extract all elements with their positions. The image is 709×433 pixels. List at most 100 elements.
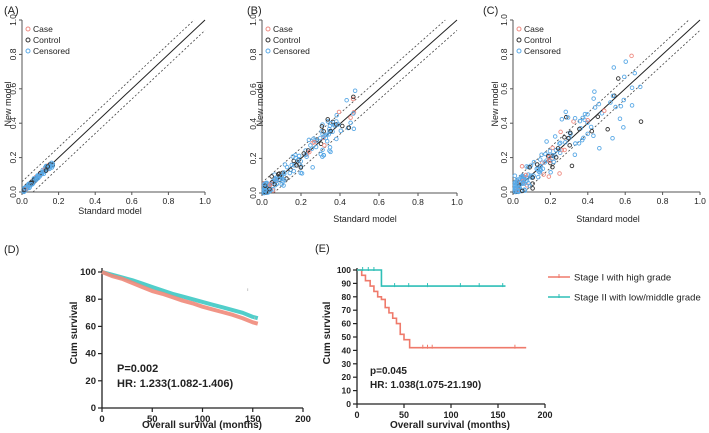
control-point — [321, 129, 326, 134]
cens-point — [526, 180, 531, 186]
cens-point — [319, 128, 324, 134]
x-tick-label: 0.8 — [657, 196, 669, 206]
y-tick-label: 0 — [346, 399, 351, 409]
legend-label: Censored — [524, 46, 561, 56]
panel-c-label: (C) — [483, 5, 498, 17]
legend-marker — [265, 26, 271, 32]
control-point — [550, 164, 555, 170]
y-tick-label: 70 — [342, 305, 352, 315]
control-point — [589, 128, 595, 134]
x-tick-label: 50 — [399, 410, 409, 420]
control-point — [340, 123, 345, 129]
cens-point — [272, 177, 278, 182]
panel-e-plot: 0 50 100 150 200 0 10 20 30 40 50 60 70 80 90 100 — [337, 265, 553, 420]
y-tick-label: 40 — [85, 349, 96, 360]
y-tick-label: 80 — [85, 294, 96, 305]
case-point — [558, 129, 563, 135]
cens-point — [292, 163, 297, 168]
cens-point — [328, 149, 333, 155]
x-tick-label: 200 — [295, 414, 311, 425]
y-tick-label: 1.0 — [8, 14, 18, 26]
cens-point — [599, 111, 605, 116]
cens-point — [558, 140, 563, 146]
cens-point — [338, 128, 344, 134]
x-tick-label: 0.4 — [582, 196, 594, 206]
cens-point — [344, 97, 349, 103]
control-point — [269, 174, 274, 179]
y-tick-label: 0.0 — [248, 187, 258, 199]
panel-e-ylabel: Cum survival — [322, 301, 333, 364]
panel-d-pvalue: P=0.002 — [117, 363, 158, 375]
cens-point — [324, 139, 330, 144]
panel-b-ylabel: New model — [255, 81, 265, 126]
cens-point — [592, 105, 598, 110]
cens-point — [585, 120, 590, 125]
y-tick-label: 100 — [337, 265, 351, 275]
case-point — [541, 172, 546, 177]
cens-point — [284, 164, 290, 170]
control-point — [534, 162, 540, 167]
panel-a-ylabel: New model — [3, 81, 13, 126]
cens-point — [557, 141, 562, 146]
control-point — [638, 119, 644, 124]
legend-marker — [265, 48, 271, 54]
cens-point — [36, 173, 41, 179]
x-tick-label: 0.8 — [412, 197, 424, 207]
panel-d-hr: HR: 1.233(1.082-1.406) — [117, 378, 234, 390]
legend-label: Control — [524, 35, 552, 45]
x-tick-label: 50 — [147, 414, 158, 425]
cens-point — [27, 182, 32, 187]
cens-point — [613, 104, 618, 110]
cens-point — [296, 153, 302, 159]
panel-c-ylabel: New model — [490, 81, 500, 126]
control-point — [569, 163, 575, 169]
case-point — [350, 96, 356, 102]
case-point — [550, 145, 555, 151]
x-tick-label: 0 — [99, 414, 104, 425]
group-teal-curve — [101, 270, 259, 321]
cens-point — [585, 112, 590, 117]
cens-point — [623, 59, 629, 64]
control-point — [568, 130, 573, 136]
case-point — [546, 154, 552, 160]
control-point — [301, 151, 307, 156]
case-point — [519, 164, 525, 169]
cens-point — [281, 183, 286, 188]
x-tick-label: 150 — [245, 414, 261, 425]
control-point — [351, 94, 356, 100]
cens-point — [327, 148, 332, 153]
x-tick-label: 0.2 — [53, 196, 65, 206]
cens-point — [313, 144, 319, 150]
cens-point — [289, 162, 295, 168]
panel-c-xlabel: Standard model — [576, 214, 640, 224]
cens-point — [537, 157, 543, 162]
y-tick-label: 60 — [342, 319, 352, 329]
control-point — [546, 154, 551, 159]
legend-marker — [25, 48, 31, 54]
panel-e-xlabel: Overall survival (months) — [390, 420, 510, 431]
y-tick-label: 20 — [342, 372, 352, 382]
lower-band-line — [273, 30, 458, 194]
cens-point — [559, 116, 565, 122]
cens-point — [572, 152, 578, 157]
cens-point — [608, 100, 613, 105]
control-point — [577, 126, 582, 132]
panel-e-pvalue: p=0.045 — [370, 366, 407, 377]
survival-curve — [357, 269, 527, 349]
case-point — [523, 172, 529, 178]
control-point — [328, 128, 333, 134]
y-tick-label: 0.8 — [8, 48, 18, 60]
cens-point — [621, 97, 627, 103]
cens-point — [47, 163, 53, 169]
cens-point — [588, 124, 594, 130]
cens-point — [22, 186, 28, 191]
cens-point — [352, 88, 358, 93]
y-tick-label: 90 — [342, 278, 352, 288]
control-point — [291, 158, 296, 164]
cens-point — [336, 122, 341, 127]
control-point — [298, 165, 304, 170]
panel-b-plot: 0.00.0 0.2 0.2 0.4 0.4 0.6 0.6 0.8 0.8 1.0 1.0 — [248, 14, 463, 207]
cens-point — [552, 134, 558, 139]
